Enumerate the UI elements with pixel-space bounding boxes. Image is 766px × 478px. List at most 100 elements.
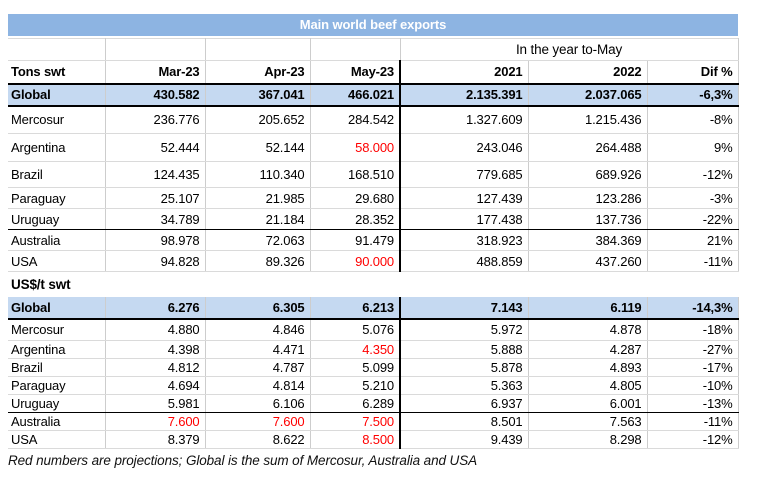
cell-value: 89.326 <box>205 250 311 272</box>
cell-value: 4.694 <box>105 376 206 395</box>
usd-section-header: US$/t swt <box>8 272 738 297</box>
table-row-mercosur: Mercosur 4.880 4.846 5.076 5.972 4.878 -18% <box>8 318 739 341</box>
cell-value: 5.099 <box>310 358 401 377</box>
cell-value: 4.398 <box>105 340 206 359</box>
row-label: Brazil <box>8 161 106 188</box>
cell-value: 4.350 <box>310 340 401 359</box>
table-row-uruguay: Uruguay 34.789 21.184 28.352 177.438 137.736-… <box>8 208 739 230</box>
cell-value: 90.000 <box>310 250 401 272</box>
cell-value: 6.106 <box>205 394 311 413</box>
column-header-apr23: Apr-23 <box>205 60 311 85</box>
row-label: Brazil <box>8 358 106 377</box>
cell-value: -8% <box>647 105 739 134</box>
cell-value: 5.972 <box>400 318 529 341</box>
usd-section: Global 6.276 6.305 6.213 7.143 6.119 -14,3% Mer… <box>8 296 739 449</box>
table-row-argentina: Argentina 52.444 52.144 58.000 243.046 264.48… <box>8 133 739 162</box>
cell-value: -18% <box>647 318 739 341</box>
cell-value: 4.878 <box>528 318 648 341</box>
cell-value: 8.501 <box>400 412 529 431</box>
cell-value: 4.787 <box>205 358 311 377</box>
row-label: Global <box>8 83 106 107</box>
cell-value: -11% <box>647 250 739 272</box>
row-label: Australia <box>8 412 106 431</box>
cell-value: 7.600 <box>205 412 311 431</box>
cell-value: 72.063 <box>205 229 311 251</box>
row-label: Australia <box>8 229 106 251</box>
table-row-mercosur: Mercosur 236.776 205.652 284.542 1.327.609 1.… <box>8 105 739 134</box>
cell-value: 8.622 <box>205 430 311 449</box>
cell-value: 21% <box>647 229 739 251</box>
cell-value: -22% <box>647 208 739 230</box>
cell-value: 4.805 <box>528 376 648 395</box>
table-row-uruguay: Uruguay 5.981 6.106 6.289 6.937 6.001 -13% <box>8 394 739 413</box>
cell-value: 177.438 <box>400 208 529 230</box>
table-row-usa: USA 94.828 89.326 90.000 488.859 437.260 -11% <box>8 250 739 272</box>
cell-value: 127.439 <box>400 187 529 209</box>
table-row-paraguay: Paraguay 4.694 4.814 5.210 5.363 4.805 -10% <box>8 376 739 395</box>
cell-value: 5.076 <box>310 318 401 341</box>
table-row-australia: Australia 7.600 7.600 7.500 8.501 7.563 -11% <box>8 412 739 431</box>
cell-value: -3% <box>647 187 739 209</box>
cell-value: 110.340 <box>205 161 311 188</box>
column-header-2022: 2022 <box>528 60 648 85</box>
cell-value: 6.276 <box>105 296 206 320</box>
cell-value: 28.352 <box>310 208 401 230</box>
cell-value: 2.037.065 <box>528 83 648 107</box>
cell-value: 29.680 <box>310 187 401 209</box>
row-label: Mercosur <box>8 105 106 134</box>
beef-exports-table: In the year to-May Tons swt Mar-23 Apr-2… <box>8 38 739 449</box>
cell-value: 9.439 <box>400 430 529 449</box>
cell-value: 52.444 <box>105 133 206 162</box>
row-label: Paraguay <box>8 376 106 395</box>
cell-value: 4.814 <box>205 376 311 395</box>
table-row-argentina: Argentina 4.398 4.471 4.350 5.888 4.287 -27% <box>8 340 739 359</box>
cell-value: 5.981 <box>105 394 206 413</box>
cell-value: 94.828 <box>105 250 206 272</box>
year-group-label: In the year to-May <box>400 38 739 61</box>
column-header-row: Tons swt Mar-23 Apr-23 May-23 2021 2022 … <box>8 60 739 85</box>
cell-value: 205.652 <box>205 105 311 134</box>
cell-value: 21.985 <box>205 187 311 209</box>
cell-value: 4.812 <box>105 358 206 377</box>
cell-value: 2.135.391 <box>400 83 529 107</box>
table-row-brazil: Brazil 4.812 4.787 5.099 5.878 4.893 -17% <box>8 358 739 377</box>
cell-value: 243.046 <box>400 133 529 162</box>
cell-value: 168.510 <box>310 161 401 188</box>
row-label: Paraguay <box>8 187 106 209</box>
blank-cell <box>8 38 106 61</box>
cell-value: 34.789 <box>105 208 206 230</box>
cell-value: 58.000 <box>310 133 401 162</box>
cell-value: -11% <box>647 412 739 431</box>
cell-value: 6.289 <box>310 394 401 413</box>
cell-value: 8.298 <box>528 430 648 449</box>
column-header-2021: 2021 <box>400 60 529 85</box>
row-label: USA <box>8 250 106 272</box>
cell-value: 779.685 <box>400 161 529 188</box>
cell-value: 9% <box>647 133 739 162</box>
blank-cell <box>105 38 206 61</box>
blank-cell <box>205 38 311 61</box>
cell-value: 8.500 <box>310 430 401 449</box>
cell-value: 264.488 <box>528 133 648 162</box>
cell-value: -13% <box>647 394 739 413</box>
column-header-mar23: Mar-23 <box>105 60 206 85</box>
cell-value: 1.327.609 <box>400 105 529 134</box>
cell-value: 430.582 <box>105 83 206 107</box>
cell-value: 91.479 <box>310 229 401 251</box>
cell-value: 6.119 <box>528 296 648 320</box>
cell-value: -10% <box>647 376 739 395</box>
cell-value: 318.923 <box>400 229 529 251</box>
row-label: Global <box>8 296 106 320</box>
section-label: US$/t swt <box>11 276 71 292</box>
cell-value: 384.369 <box>528 229 648 251</box>
table-row-paraguay: Paraguay 25.107 21.985 29.680 127.439 123.286… <box>8 187 739 209</box>
cell-value: 6.305 <box>205 296 311 320</box>
table-row-australia: Australia 98.978 72.063 91.479 318.923 384.36… <box>8 229 739 251</box>
row-label: Uruguay <box>8 208 106 230</box>
year-group-row: In the year to-May <box>8 38 739 61</box>
table-row-global: Global 430.582 367.041 466.021 2.135.391 2.03… <box>8 83 739 107</box>
table-row-usa: USA 8.379 8.622 8.500 9.439 8.298 -12% <box>8 430 739 449</box>
cell-value: 7.143 <box>400 296 529 320</box>
cell-value: 488.859 <box>400 250 529 272</box>
blank-cell <box>310 38 401 61</box>
